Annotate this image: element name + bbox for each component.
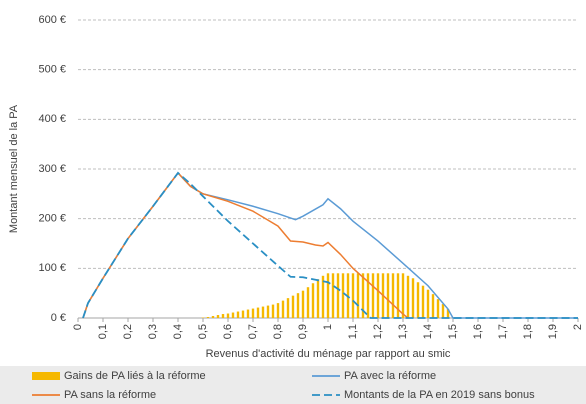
- line: [82, 171, 409, 319]
- line: [82, 171, 578, 319]
- y-tick-label: 400 €: [38, 113, 66, 125]
- y-tick-label: 0 €: [51, 312, 66, 324]
- y-tick-label: 500 €: [38, 64, 66, 76]
- x-tick-label: 0,5: [197, 324, 209, 339]
- bar: [331, 273, 335, 318]
- bar: [271, 304, 275, 318]
- bar: [431, 294, 435, 318]
- legend-label: Gains de PA liés à la réforme: [64, 370, 206, 382]
- y-tick-label: 600 €: [38, 14, 66, 26]
- x-tick-label: 0,6: [222, 324, 234, 339]
- x-tick-label: 1,4: [422, 324, 434, 339]
- legend-label: PA sans la réforme: [64, 389, 156, 401]
- x-tick-label: 0,8: [272, 324, 284, 339]
- bar: [286, 298, 290, 318]
- bar: [376, 273, 380, 318]
- bar: [336, 273, 340, 318]
- bar: [321, 275, 325, 318]
- bar: [261, 306, 265, 318]
- bar: [316, 279, 320, 318]
- x-tick-label: 0,9: [297, 324, 309, 339]
- bar: [406, 275, 410, 318]
- bar: [326, 273, 330, 318]
- bar: [291, 295, 295, 318]
- legend-label: PA avec la réforme: [344, 370, 436, 382]
- x-tick-label: 0,3: [147, 324, 159, 339]
- x-tick-label: 1: [322, 324, 334, 330]
- y-tick-label: 300 €: [38, 163, 66, 175]
- bar: [341, 273, 345, 318]
- bar: [361, 273, 365, 318]
- bar: [371, 273, 375, 318]
- x-axis-label: Revenus d'activité du ménage par rapport…: [206, 348, 451, 360]
- x-tick-label: 0: [72, 324, 84, 330]
- x-tick-label: 0,2: [122, 324, 134, 339]
- bar: [306, 287, 310, 318]
- legend-label: Montants de la PA en 2019 sans bonus: [344, 389, 535, 401]
- x-tick-label: 1,9: [547, 324, 559, 339]
- bar: [221, 314, 225, 318]
- bar: [266, 305, 270, 318]
- legend-swatch: [32, 372, 60, 380]
- bar: [216, 315, 220, 318]
- bar: [351, 273, 355, 318]
- bar: [401, 273, 405, 318]
- bar: [366, 273, 370, 318]
- bar: [426, 289, 430, 318]
- bar: [246, 309, 250, 318]
- x-tick-label: 0,7: [247, 324, 259, 339]
- y-axis-label: Montant mensuel de la PA: [8, 104, 20, 233]
- bar: [436, 299, 440, 318]
- x-tick-label: 1,5: [447, 324, 459, 339]
- x-tick-label: 1,6: [472, 324, 484, 339]
- bar: [441, 304, 445, 318]
- y-tick-label: 200 €: [38, 213, 66, 225]
- bar: [356, 273, 360, 318]
- bar: [396, 273, 400, 318]
- bar: [421, 285, 425, 318]
- bar: [251, 308, 255, 318]
- bar: [301, 290, 305, 318]
- bar: [231, 312, 235, 318]
- bar: [446, 309, 450, 318]
- x-tick-label: 1,7: [497, 324, 509, 339]
- bar: [296, 293, 300, 318]
- bar: [241, 310, 245, 318]
- x-tick-label: 1,8: [522, 324, 534, 339]
- bar: [391, 273, 395, 318]
- x-tick-label: 1,2: [372, 324, 384, 339]
- bar: [281, 300, 285, 318]
- x-tick-label: 0,4: [172, 324, 184, 339]
- bar: [311, 283, 315, 318]
- bar: [206, 317, 210, 318]
- legend-background: [0, 366, 586, 404]
- bar: [256, 307, 260, 318]
- x-tick-label: 2: [572, 324, 584, 330]
- bar: [411, 278, 415, 318]
- bar: [211, 316, 215, 318]
- bar: [236, 311, 240, 318]
- y-tick-label: 100 €: [38, 262, 66, 274]
- bar: [386, 273, 390, 318]
- x-tick-label: 0,1: [97, 324, 109, 339]
- bar: [276, 303, 280, 318]
- x-tick-label: 1,3: [397, 324, 409, 339]
- x-tick-label: 1,1: [347, 324, 359, 339]
- bar: [226, 313, 230, 318]
- bar: [416, 282, 420, 318]
